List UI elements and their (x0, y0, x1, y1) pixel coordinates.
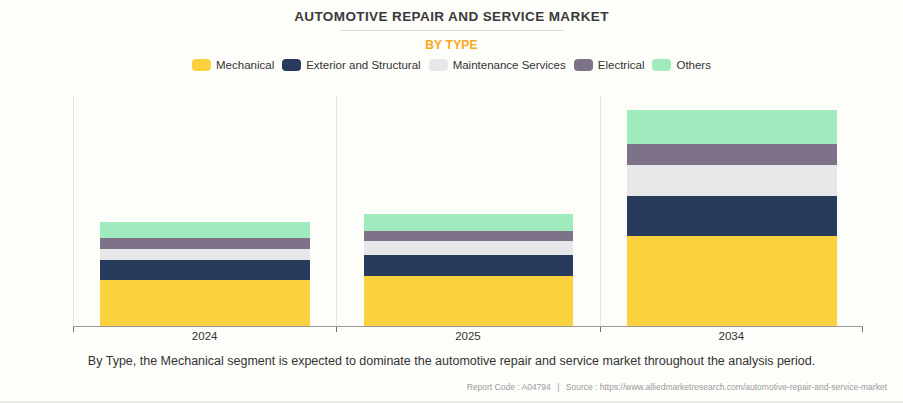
stacked-bar-2025[interactable] (364, 214, 574, 326)
bar-segment-maintenance-services[interactable] (627, 165, 837, 196)
legend-label: Electrical (598, 59, 645, 71)
chart-description: By Type, the Mechanical segment is expec… (0, 354, 903, 368)
bar-segment-others[interactable] (364, 214, 574, 231)
chart-page: AUTOMOTIVE REPAIR AND SERVICE MARKET BY … (0, 0, 903, 403)
footer-separator: | (557, 382, 559, 392)
legend-swatch-icon (192, 59, 211, 71)
legend-item[interactable]: Maintenance Services (429, 59, 566, 71)
page-title: AUTOMOTIVE REPAIR AND SERVICE MARKET (0, 0, 903, 24)
x-axis-labels: 202420252034 (73, 330, 863, 342)
legend-item[interactable]: Exterior and Structural (282, 59, 420, 71)
stacked-bar-2034[interactable] (627, 110, 837, 326)
bar-segment-mechanical[interactable] (627, 236, 837, 326)
x-axis-label: 2025 (336, 330, 599, 342)
attribution-footer: Report Code : A04794 | Source : https://… (465, 382, 889, 392)
bar-segment-electrical[interactable] (100, 238, 310, 249)
legend-label: Others (676, 59, 711, 71)
bar-segment-maintenance-services[interactable] (100, 249, 310, 261)
legend-swatch-icon (652, 59, 671, 71)
bar-segment-mechanical[interactable] (364, 276, 574, 326)
report-code: Report Code : A04794 (467, 382, 551, 392)
legend-label: Mechanical (216, 59, 274, 71)
bar-segment-mechanical[interactable] (100, 280, 310, 326)
plot-area (73, 96, 863, 327)
bar-segment-others[interactable] (627, 110, 837, 144)
bar-segment-electrical[interactable] (627, 144, 837, 166)
bar-segment-exterior-and-structural[interactable] (364, 255, 574, 277)
bar-segment-exterior-and-structural[interactable] (627, 196, 837, 236)
source-url[interactable]: Source : https://www.alliedmarketresearc… (566, 382, 887, 392)
legend-swatch-icon (282, 59, 301, 71)
legend-swatch-icon (574, 59, 593, 71)
bar-segment-maintenance-services[interactable] (364, 241, 574, 255)
x-axis-label: 2034 (600, 330, 863, 342)
legend-label: Exterior and Structural (306, 59, 420, 71)
x-axis-label: 2024 (73, 330, 336, 342)
legend-item[interactable]: Electrical (574, 59, 645, 71)
chart-legend: Mechanical Exterior and Structural Mainten… (0, 59, 903, 71)
chart-subtitle: BY TYPE (0, 38, 903, 52)
legend-item[interactable]: Mechanical (192, 59, 274, 71)
bar-segment-others[interactable] (100, 222, 310, 238)
category-panel-2024 (73, 96, 336, 326)
legend-item[interactable]: Others (652, 59, 711, 71)
stacked-bar-2024[interactable] (100, 222, 310, 326)
legend-swatch-icon (429, 59, 448, 71)
category-panel-2025 (336, 96, 599, 326)
category-panel-2034 (600, 96, 863, 326)
bar-segment-exterior-and-structural[interactable] (100, 260, 310, 280)
title-divider (340, 30, 564, 31)
bar-segment-electrical[interactable] (364, 231, 574, 242)
legend-label: Maintenance Services (453, 59, 566, 71)
